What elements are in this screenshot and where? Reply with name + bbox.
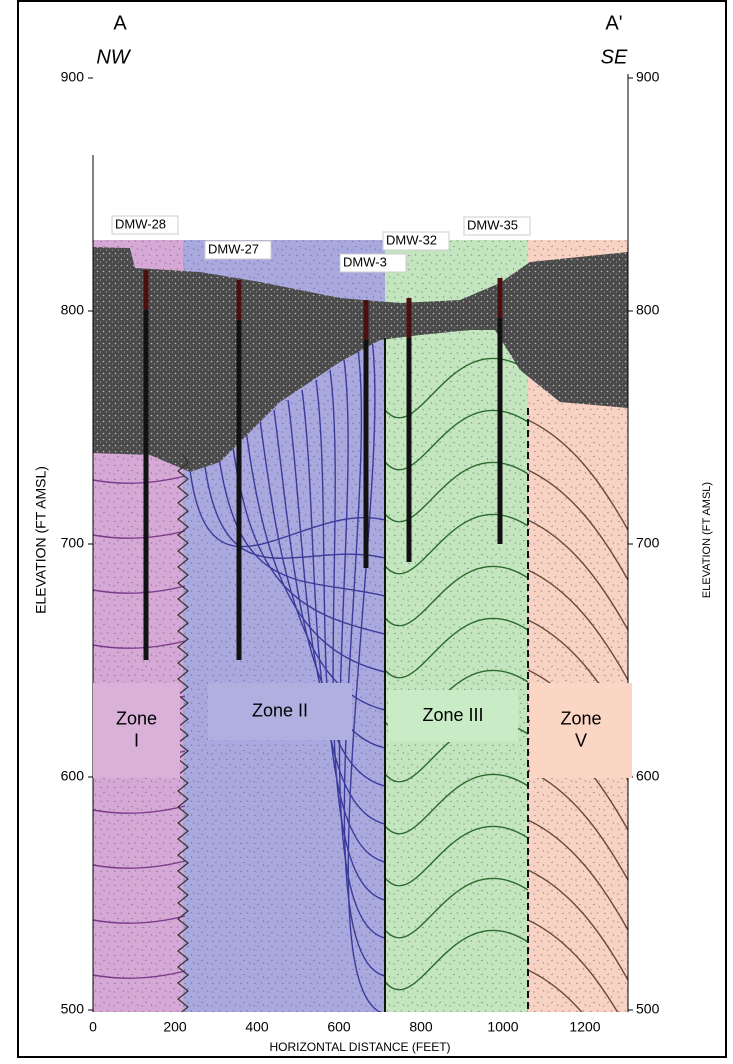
zone-label: I xyxy=(134,730,139,750)
y-tick-label: 600 xyxy=(636,768,660,784)
well-label: DMW-27 xyxy=(208,241,259,256)
y-tick-label: 900 xyxy=(61,69,85,85)
y-tick-label: 500 xyxy=(61,1001,85,1017)
x-tick-label: 0 xyxy=(89,1019,97,1035)
x-tick-label: 600 xyxy=(327,1019,351,1035)
section xyxy=(93,240,628,1059)
zone-label: Zone xyxy=(560,708,601,728)
well-label: DMW-3 xyxy=(343,254,387,269)
well-label: DMW-28 xyxy=(115,216,166,231)
y-tick-label: 500 xyxy=(636,1001,660,1017)
zone-label: V xyxy=(575,730,587,750)
x-tick-label: 400 xyxy=(245,1019,269,1035)
x-tick-label: 1000 xyxy=(487,1019,518,1035)
direction-label: NW xyxy=(96,46,131,68)
zone-label: Zone xyxy=(116,708,157,728)
zone-label: Zone II xyxy=(252,700,308,720)
x-tick-label: 200 xyxy=(163,1019,187,1035)
x-tick-label: 1200 xyxy=(569,1019,600,1035)
y-tick-label: 800 xyxy=(636,302,660,318)
cross-section: A NW A' SE ELEVATION (FT AMSL) ELEVATION… xyxy=(0,0,733,1059)
axis-title: ELEVATION (FT AMSL) xyxy=(33,466,49,614)
y-tick-label: 900 xyxy=(636,69,660,85)
section-end-label: A xyxy=(113,12,127,34)
y-tick-label: 700 xyxy=(61,535,85,551)
section-end-label: A' xyxy=(605,12,622,34)
well-label: DMW-35 xyxy=(467,217,518,232)
y-tick-label: 700 xyxy=(636,535,660,551)
direction-label: SE xyxy=(601,46,628,68)
axis-title: ELEVATION (FT AMSL) xyxy=(701,482,713,598)
zone-label: Zone III xyxy=(422,705,483,725)
y-tick-label: 600 xyxy=(61,768,85,784)
well-label: DMW-32 xyxy=(386,232,437,247)
x-tick-label: 800 xyxy=(409,1019,433,1035)
y-tick-label: 800 xyxy=(61,302,85,318)
axis-title: HORIZONTAL DISTANCE (FEET) xyxy=(269,1040,450,1054)
